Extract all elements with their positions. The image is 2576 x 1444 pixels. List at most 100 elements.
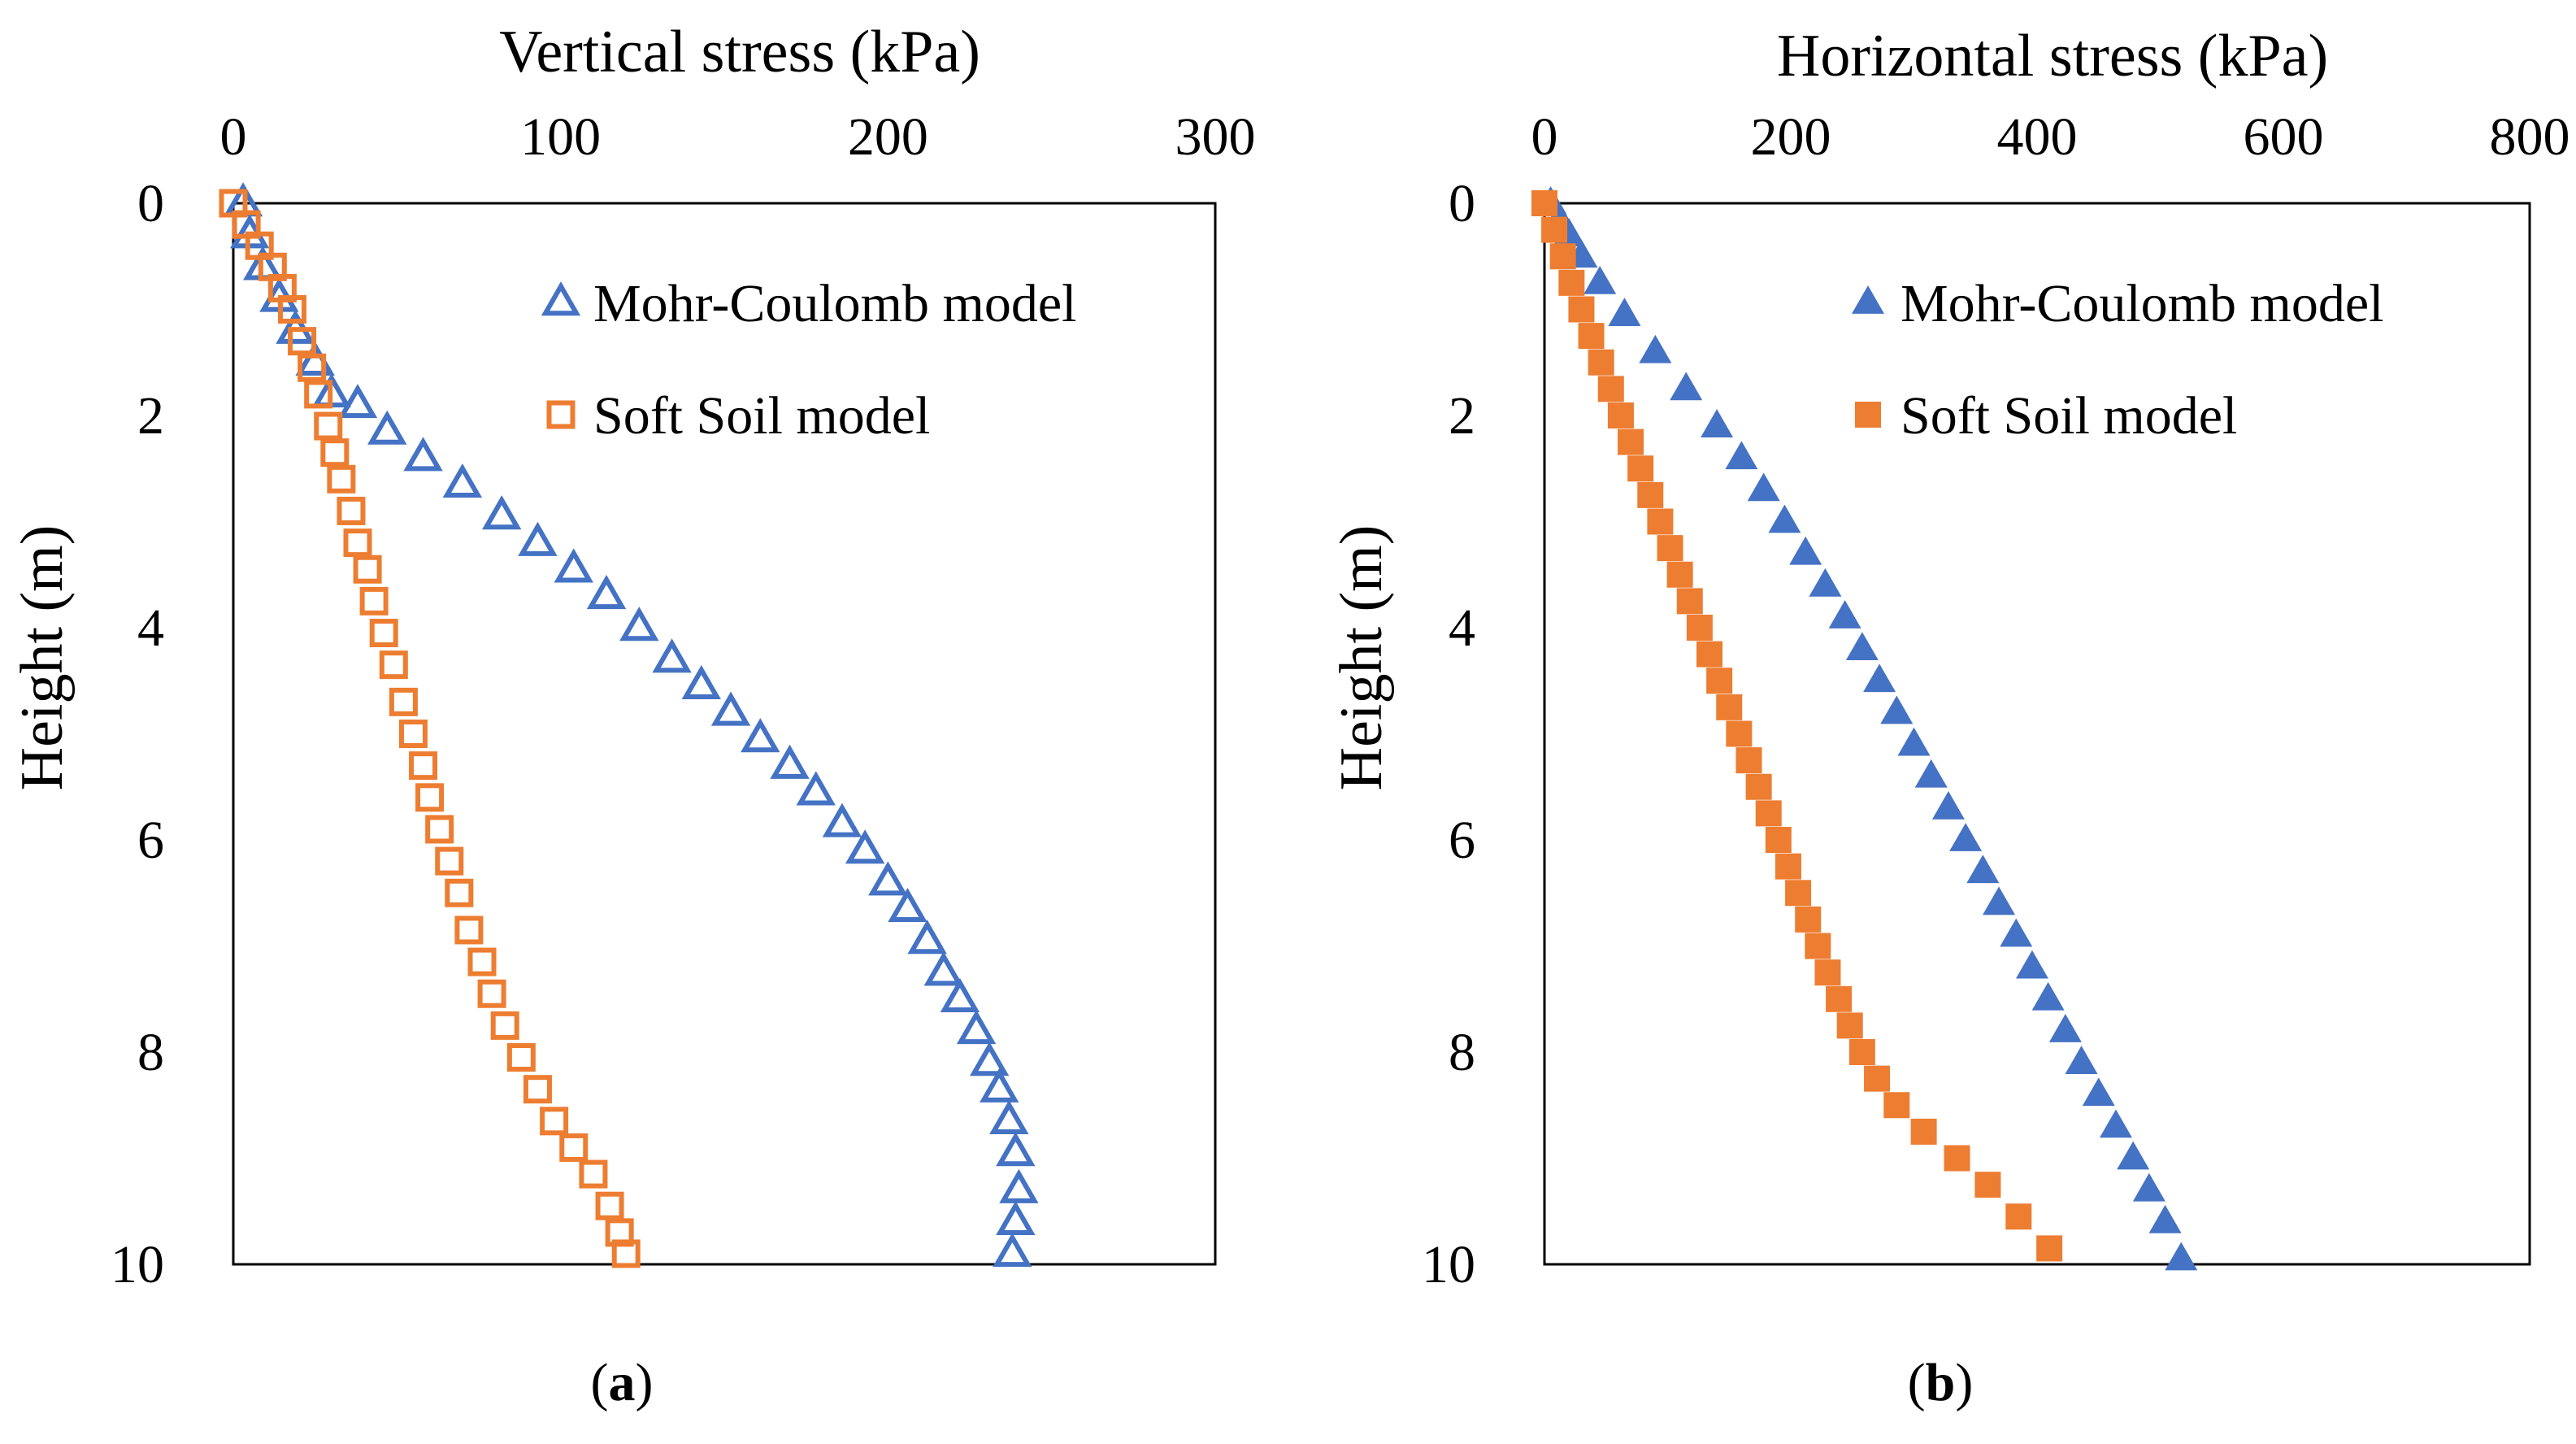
- x-tick-label: 0: [220, 107, 247, 167]
- data-point: [822, 802, 862, 837]
- x-axis-title: Horizontal stress (kPa): [1777, 23, 2328, 89]
- legend-marker: [541, 281, 581, 316]
- x-tick-label: 200: [1751, 107, 1831, 167]
- data-point: [1735, 747, 1762, 774]
- data-point: [482, 495, 522, 530]
- data-point: [2015, 950, 2048, 979]
- data-point: [398, 720, 428, 748]
- data-point: [611, 1239, 641, 1268]
- data-point: [454, 916, 484, 945]
- data-point: [435, 846, 464, 876]
- legend-label: Mohr-Coulomb model: [1901, 274, 2383, 333]
- data-point: [369, 619, 398, 648]
- data-point: [320, 438, 350, 468]
- series-mohr-coulomb-model: [1534, 186, 2198, 1271]
- data-point: [304, 380, 333, 409]
- panel-label-b: (b): [1908, 1353, 1974, 1412]
- data-point: [1696, 641, 1723, 668]
- y-tick-label: 8: [1449, 1023, 1475, 1082]
- data-point: [1657, 535, 1683, 562]
- data-point: [1949, 823, 1983, 851]
- y-tick-label: 6: [137, 811, 164, 870]
- series-soft-soil-model: [1531, 190, 2063, 1262]
- data-point: [467, 947, 497, 976]
- data-point: [1765, 827, 1792, 853]
- y-tick-label: 6: [1449, 811, 1475, 870]
- data-point: [989, 1099, 1029, 1135]
- data-point: [2165, 1242, 2198, 1271]
- y-tick-label: 4: [1449, 598, 1475, 658]
- legend-marker: [546, 400, 576, 429]
- legend-marker: [1855, 402, 1881, 428]
- data-point: [595, 1191, 624, 1220]
- data-point: [710, 691, 751, 726]
- data-point: [1608, 298, 1641, 326]
- data-point: [1914, 759, 1948, 788]
- data-point: [1666, 561, 1693, 588]
- data-point: [1578, 323, 1605, 350]
- data-point: [477, 979, 506, 1008]
- data-point: [353, 555, 382, 584]
- data-point: [1805, 933, 1831, 959]
- data-point: [2132, 1172, 2165, 1202]
- data-point: [969, 1042, 1010, 1076]
- data-point: [770, 744, 810, 779]
- x-tick-label: 0: [1531, 107, 1558, 167]
- data-point: [1706, 668, 1733, 694]
- data-point: [2082, 1077, 2115, 1107]
- data-point: [956, 1010, 997, 1045]
- legend-label: Soft Soil model: [593, 386, 930, 446]
- y-tick-label: 4: [137, 598, 164, 658]
- data-point: [1966, 855, 2000, 884]
- data-point: [1785, 880, 1812, 907]
- data-point: [1670, 372, 1703, 401]
- data-point: [1588, 349, 1614, 376]
- data-point: [425, 815, 454, 844]
- chart-vertical-stress: 0 100 200 300 0 2 4 6 8 10 Vertical stress (kPa) He…: [9, 19, 1256, 1294]
- data-point: [540, 1107, 569, 1136]
- data-point: [1836, 1012, 1863, 1039]
- data-point: [1716, 694, 1743, 720]
- x-tick-label: 200: [848, 107, 928, 167]
- y-tick-label: 2: [137, 386, 164, 446]
- data-point: [2048, 1014, 2082, 1042]
- data-point: [1686, 615, 1713, 641]
- data-point: [343, 528, 372, 558]
- data-point: [506, 1043, 536, 1072]
- data-point: [1864, 1065, 1891, 1092]
- x-tick-label: 300: [1175, 107, 1256, 167]
- data-point: [1910, 1118, 1937, 1145]
- legend-label: Soft Soil model: [1901, 386, 2237, 446]
- data-point: [442, 463, 483, 498]
- data-point: [1725, 441, 1758, 470]
- data-point: [1775, 853, 1801, 880]
- data-point: [1755, 800, 1782, 827]
- data-point: [741, 718, 780, 753]
- data-point: [996, 1200, 1036, 1236]
- plot-frame: [1543, 202, 2531, 1266]
- data-point: [2099, 1109, 2132, 1138]
- data-point: [1944, 1145, 1970, 1172]
- x-tick-label: 800: [2490, 107, 2570, 167]
- data-point: [1795, 906, 1822, 933]
- data-point: [1814, 959, 1841, 986]
- y-tick-label: 0: [1449, 174, 1475, 233]
- legend-marker: [1852, 285, 1884, 314]
- y-tick-label: 0: [137, 174, 164, 233]
- x-tick-label: 600: [2244, 107, 2324, 167]
- data-point: [1826, 985, 1853, 1012]
- data-point: [1809, 568, 1842, 597]
- data-point: [1541, 216, 1568, 243]
- y-tick-label: 10: [1422, 1235, 1475, 1294]
- y-axis-title: Height (m): [1328, 525, 1395, 791]
- y-tick-label: 2: [1449, 386, 1475, 446]
- data-point: [993, 1233, 1032, 1268]
- data-point: [559, 1133, 589, 1162]
- data-point: [579, 1159, 608, 1189]
- x-tick-label: 100: [520, 107, 601, 167]
- data-point: [2005, 1203, 2032, 1230]
- data-point: [1639, 334, 1672, 363]
- y-tick-label: 8: [137, 1023, 164, 1082]
- data-point: [1848, 1039, 1875, 1065]
- data-point: [337, 384, 378, 419]
